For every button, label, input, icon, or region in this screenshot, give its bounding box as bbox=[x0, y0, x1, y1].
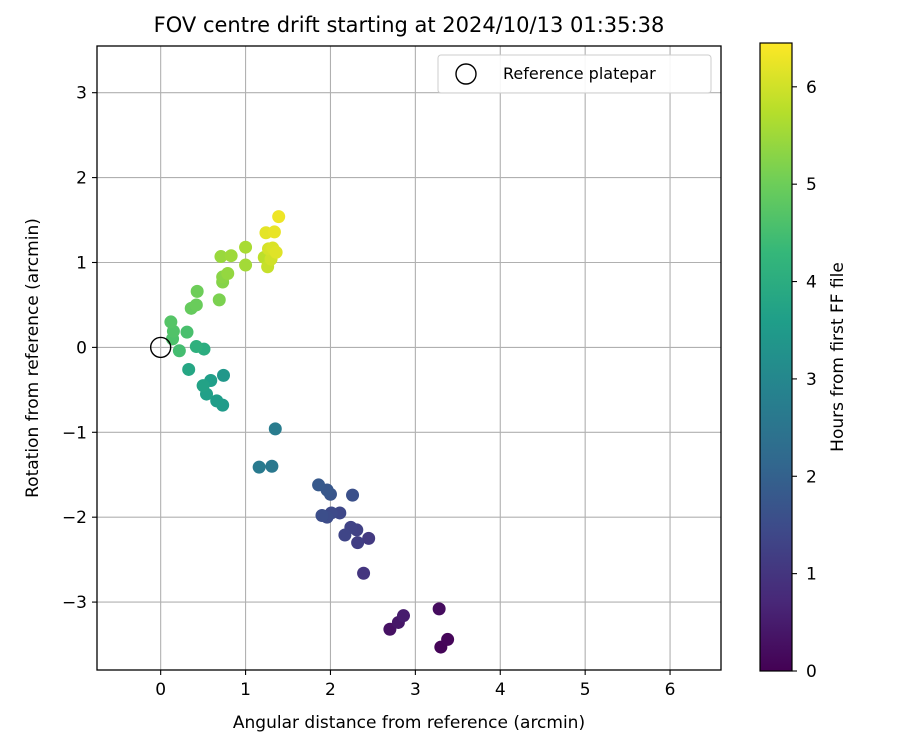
plot-frame bbox=[96, 45, 722, 671]
scatter-point bbox=[357, 566, 371, 580]
scatter-point bbox=[221, 267, 235, 281]
colorbar-label: Hours from first FF file bbox=[828, 262, 848, 452]
chart-title: FOV centre drift starting at 2024/10/13 … bbox=[154, 13, 665, 37]
scatter-point bbox=[396, 609, 410, 623]
scatter-point bbox=[362, 531, 376, 545]
scatter-point bbox=[269, 245, 283, 259]
colorbar-tick-label: 6 bbox=[806, 78, 817, 98]
reference-point-marker bbox=[149, 336, 172, 359]
scatter-point bbox=[196, 379, 210, 393]
x-axis-ticks: 0 1 2 3 4 5 6 bbox=[155, 670, 675, 700]
y-axis-ticks: −3 −2 −1 0 1 2 3 bbox=[62, 84, 97, 613]
scatter-point bbox=[338, 528, 352, 542]
colorbar bbox=[759, 42, 793, 672]
colorbar-tick-label: 2 bbox=[806, 467, 817, 487]
scatter-point bbox=[272, 210, 286, 224]
data-points bbox=[149, 210, 455, 654]
scatter-point bbox=[351, 536, 365, 550]
x-tick-label: 3 bbox=[410, 680, 421, 700]
colorbar-tick-label: 1 bbox=[806, 565, 817, 585]
scatter-point bbox=[214, 250, 228, 264]
colorbar-ticks: 0 1 2 3 4 5 6 bbox=[792, 78, 817, 682]
scatter-point bbox=[267, 225, 281, 239]
x-tick-label: 2 bbox=[325, 680, 336, 700]
scatter-point bbox=[315, 508, 329, 522]
scatter-point bbox=[212, 293, 226, 307]
scatter-point bbox=[312, 478, 326, 492]
grid-lines bbox=[97, 46, 721, 670]
scatter-point bbox=[432, 602, 446, 616]
scatter-point bbox=[265, 459, 279, 473]
y-tick-label: 0 bbox=[76, 338, 87, 358]
scatter-point bbox=[239, 240, 253, 254]
scatter-point bbox=[224, 249, 238, 263]
scatter-point bbox=[182, 362, 196, 376]
scatter-point bbox=[239, 258, 253, 272]
y-tick-label: −3 bbox=[62, 593, 87, 613]
scatter-point bbox=[164, 315, 178, 329]
y-axis-label: Rotation from reference (arcmin) bbox=[23, 218, 43, 498]
x-tick-label: 0 bbox=[155, 680, 166, 700]
scatter-point bbox=[216, 368, 230, 382]
y-tick-label: −1 bbox=[62, 423, 87, 443]
legend-label: Reference platepar bbox=[503, 64, 656, 83]
legend-box bbox=[437, 54, 712, 94]
scatter-point bbox=[441, 632, 455, 646]
x-axis-label: Angular distance from reference (arcmin) bbox=[233, 713, 585, 733]
scatter-point bbox=[346, 488, 360, 502]
x-tick-label: 5 bbox=[580, 680, 591, 700]
scatter-point bbox=[210, 394, 224, 408]
x-tick-label: 6 bbox=[665, 680, 676, 700]
y-tick-label: 2 bbox=[76, 169, 87, 189]
x-tick-label: 1 bbox=[240, 680, 251, 700]
scatter-point bbox=[190, 284, 204, 298]
x-tick-label: 4 bbox=[495, 680, 506, 700]
colorbar-tick-label: 0 bbox=[806, 662, 817, 682]
colorbar-tick-label: 3 bbox=[806, 370, 817, 390]
scatter-point bbox=[252, 460, 266, 474]
colorbar-tick-label: 4 bbox=[806, 273, 817, 293]
y-tick-label: 3 bbox=[76, 84, 87, 104]
scatter-point bbox=[189, 340, 203, 354]
y-tick-label: 1 bbox=[76, 253, 87, 273]
scatter-point bbox=[268, 422, 282, 436]
scatter-point bbox=[189, 298, 203, 312]
colorbar-tick-label: 5 bbox=[806, 175, 817, 195]
scatter-point bbox=[172, 344, 186, 358]
legend: Reference platepar bbox=[437, 54, 712, 94]
legend-marker bbox=[455, 63, 477, 85]
scatter-point bbox=[180, 325, 194, 339]
y-tick-label: −2 bbox=[62, 508, 87, 528]
